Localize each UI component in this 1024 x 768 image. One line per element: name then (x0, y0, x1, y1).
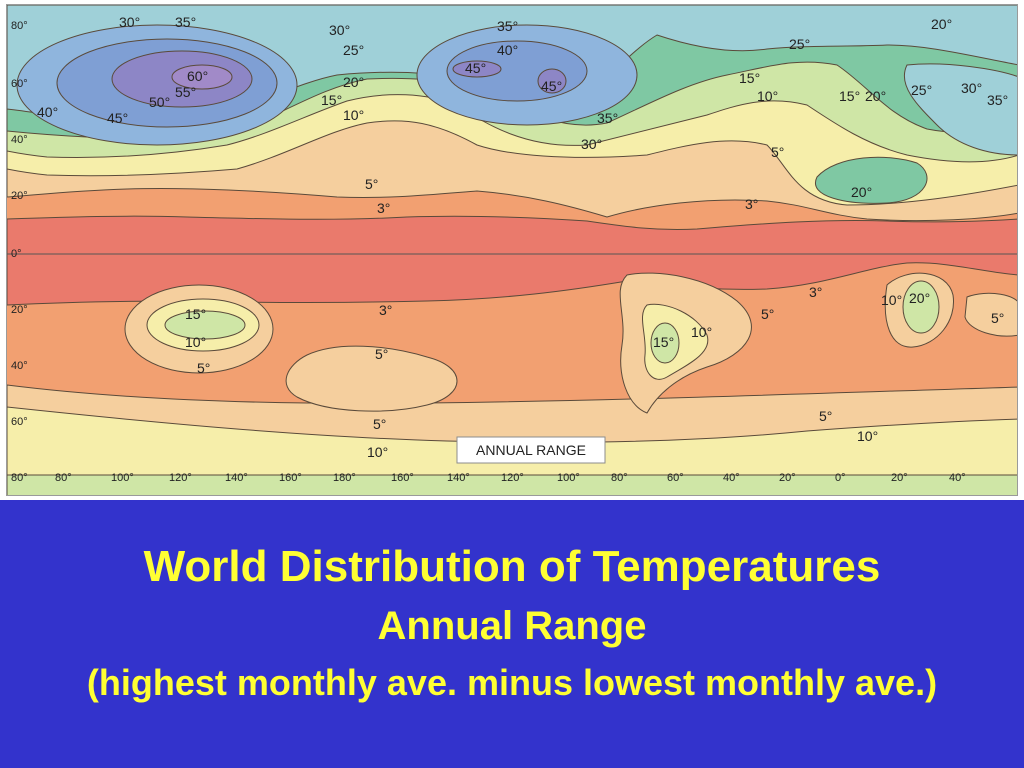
zone-15-20-antarctic (7, 474, 1017, 495)
contour-label: 15° (321, 92, 342, 108)
longitude-label: 140° (447, 472, 470, 484)
zone-50-60-canada (537, 68, 567, 94)
caption-title: World Distribution of Temperatures (143, 542, 881, 591)
zone-50-60-north-america (452, 60, 502, 78)
legend-title: ANNUAL RANGE (476, 442, 586, 458)
contour-label: 10° (757, 88, 778, 104)
contour-label: 10° (881, 292, 902, 308)
contour-label: 30° (119, 14, 140, 30)
contour-label: 35° (175, 14, 196, 30)
contour-label: 25° (343, 42, 364, 58)
contour-label: 10° (185, 334, 206, 350)
longitude-label: 120° (501, 472, 524, 484)
longitude-label: 100° (111, 472, 134, 484)
contour-label: 10° (367, 444, 388, 460)
latitude-label: 20° (11, 304, 28, 316)
contour-label: 10° (343, 107, 364, 123)
zone-15-20-south-america (650, 322, 680, 364)
contour-label: 5° (761, 306, 774, 322)
contour-label: 15° (839, 88, 860, 104)
longitude-label: 40° (949, 472, 966, 484)
contour-label: 35° (497, 18, 518, 34)
contour-label: 3° (745, 196, 758, 212)
contour-label: 25° (789, 36, 810, 52)
contour-label: 25° (911, 82, 932, 98)
longitude-label: 60° (667, 472, 684, 484)
longitude-labels: 80° 100° 120° 140° 160° 180° 160° 140° 120° 100° 8… (55, 472, 966, 484)
contour-label: 3° (809, 284, 822, 300)
contour-label: 5° (375, 346, 388, 362)
zone-25-30-eurasia (903, 63, 1017, 156)
zone-15-20-australia (164, 310, 246, 340)
contour-label: 5° (197, 360, 210, 376)
zone-60-plus-siberia (171, 64, 233, 90)
longitude-label: 100° (557, 472, 580, 484)
contour-label: 20° (343, 74, 364, 90)
contour-labels: 30° 35°60°55°50°40° 45°30°25°20°15°10°35°4… (37, 14, 1008, 460)
latitude-label: 80° (11, 20, 28, 32)
contour-label: 30° (961, 80, 982, 96)
caption-subtitle: Annual Range (377, 604, 647, 648)
latitude-label: 60° (11, 416, 28, 428)
latitude-labels: 80° 60° 40° 20° 0° 20° 40° 60° 80° (11, 20, 28, 484)
latitude-label: 20° (11, 190, 28, 202)
contour-label: 45° (107, 110, 128, 126)
contour-label: 60° (187, 68, 208, 84)
contour-label: 5° (819, 408, 832, 424)
latitude-label: 40° (11, 134, 28, 146)
longitude-label: 0° (835, 472, 846, 484)
contour-label: 10° (857, 428, 878, 444)
latitude-label: 80° (11, 472, 28, 484)
latitude-label: 60° (11, 78, 28, 90)
longitude-label: 120° (169, 472, 192, 484)
longitude-label: 80° (611, 472, 628, 484)
contour-label: 45° (541, 78, 562, 94)
contour-label: 40° (37, 104, 58, 120)
contour-label: 3° (379, 302, 392, 318)
contour-label: 35° (597, 110, 618, 126)
zone-0-3-tropics (7, 215, 1017, 306)
longitude-label: 20° (779, 472, 796, 484)
contour-label: 10° (691, 324, 712, 340)
contour-label: 5° (373, 416, 386, 432)
contour-label: 30° (329, 22, 350, 38)
contour-label: 55° (175, 84, 196, 100)
latitude-label: 40° (11, 360, 28, 372)
longitude-label: 40° (723, 472, 740, 484)
longitude-label: 160° (391, 472, 414, 484)
contour-label: 35° (987, 92, 1008, 108)
contour-label: 15° (185, 306, 206, 322)
legend-box (456, 436, 606, 464)
contour-label: 20° (931, 16, 952, 32)
zone-5-10-madagascar-east (964, 292, 1017, 337)
contour-label: 15° (739, 70, 760, 86)
zone-20-25-central-asia (814, 156, 928, 204)
zone-15-20-southern-africa (902, 280, 940, 334)
zone-5-10-south-pacific (285, 345, 458, 412)
latitude-label: 0° (11, 248, 22, 260)
contour-label: 40° (497, 42, 518, 58)
contour-label: 20° (909, 290, 930, 306)
longitude-label: 180° (333, 472, 356, 484)
contour-label: 20° (865, 88, 886, 104)
contour-label: 45° (465, 60, 486, 76)
caption-note: (highest monthly ave. minus lowest month… (86, 662, 938, 703)
longitude-label: 160° (279, 472, 302, 484)
caption-panel: World Distribution of Temperatures Annua… (0, 500, 1024, 768)
contour-label: 30° (581, 136, 602, 152)
contour-label: 15° (653, 334, 674, 350)
annual-range-map: ANNUAL RANGE 80° 60° 40° 20° 0° 20° 40° 60° 80° … (6, 4, 1018, 496)
contour-label: 3° (377, 200, 390, 216)
longitude-label: 20° (891, 472, 908, 484)
contour-label: 50° (149, 94, 170, 110)
longitude-label: 80° (55, 472, 72, 484)
longitude-label: 140° (225, 472, 248, 484)
contour-label: 5° (365, 176, 378, 192)
contour-label: 5° (771, 144, 784, 160)
contour-label: 5° (991, 310, 1004, 326)
contour-label: 20° (851, 184, 872, 200)
